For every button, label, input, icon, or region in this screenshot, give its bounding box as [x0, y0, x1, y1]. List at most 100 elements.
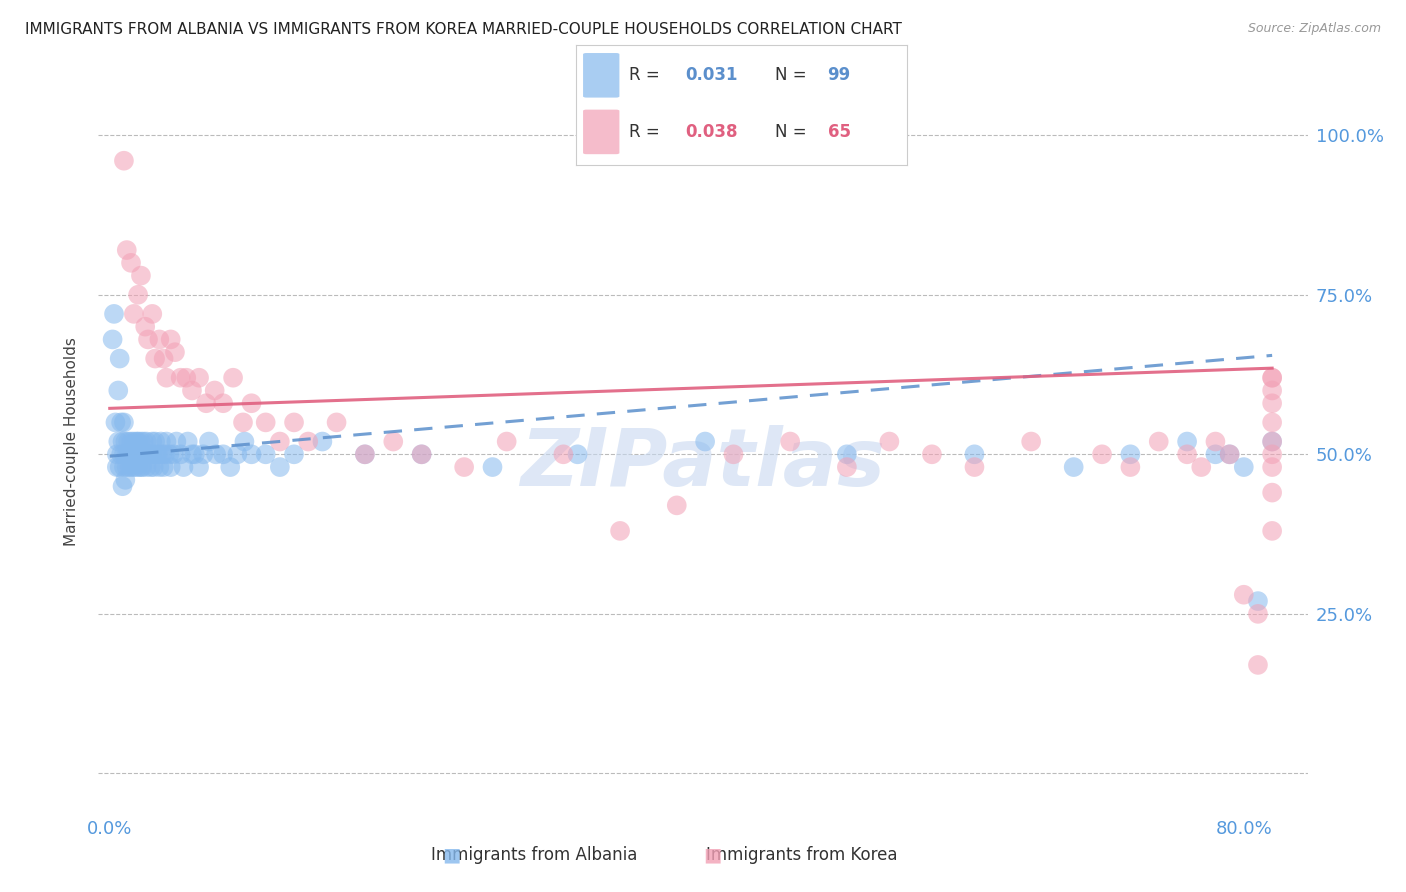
Point	[125, 434, 148, 449]
Text: 0.038: 0.038	[686, 123, 738, 141]
Point	[150, 447, 173, 461]
Point	[169, 447, 191, 461]
Point	[132, 434, 155, 449]
Point	[1063, 460, 1085, 475]
Point	[105, 447, 128, 461]
Point	[128, 447, 150, 461]
Point	[354, 447, 377, 461]
Point	[110, 447, 132, 461]
Point	[254, 416, 277, 430]
Point	[269, 460, 291, 475]
Point	[835, 460, 858, 475]
Point	[212, 396, 235, 410]
Point	[1247, 657, 1270, 672]
Point	[240, 447, 263, 461]
Point	[115, 243, 138, 257]
Point	[134, 447, 156, 461]
Point	[1219, 447, 1241, 461]
Text: Source: ZipAtlas.com: Source: ZipAtlas.com	[1247, 22, 1381, 36]
Point	[143, 351, 166, 366]
Point	[145, 447, 167, 461]
Point	[111, 434, 134, 449]
Point	[120, 434, 142, 449]
Point	[105, 460, 128, 475]
Point	[411, 447, 433, 461]
Point	[103, 307, 125, 321]
Point	[124, 460, 146, 475]
Point	[188, 370, 211, 384]
Point	[108, 351, 131, 366]
Point	[110, 416, 132, 430]
Point	[131, 460, 153, 475]
Point	[101, 333, 124, 347]
Point	[1261, 447, 1284, 461]
Point	[1261, 370, 1284, 384]
Point	[136, 333, 159, 347]
Point	[177, 434, 200, 449]
Point	[1261, 416, 1284, 430]
Point	[1261, 384, 1284, 398]
Point	[1175, 447, 1198, 461]
Point	[120, 256, 142, 270]
Point	[148, 333, 170, 347]
Point	[204, 384, 226, 398]
Point	[1233, 588, 1256, 602]
Point	[193, 447, 215, 461]
Point	[1204, 434, 1226, 449]
Point	[879, 434, 901, 449]
Point	[112, 447, 135, 461]
Point	[835, 447, 858, 461]
Point	[219, 460, 242, 475]
Text: R =: R =	[630, 66, 665, 85]
Text: N =: N =	[775, 66, 811, 85]
Point	[1247, 607, 1270, 621]
Point	[152, 460, 174, 475]
Point	[120, 447, 142, 461]
Point	[1204, 447, 1226, 461]
Point	[108, 460, 131, 475]
Point	[198, 434, 221, 449]
Point	[148, 460, 170, 475]
Point	[1175, 434, 1198, 449]
Point	[141, 434, 163, 449]
Point	[107, 384, 129, 398]
Point	[142, 460, 165, 475]
Point	[131, 447, 153, 461]
Point	[117, 447, 139, 461]
Point	[115, 460, 138, 475]
Point	[127, 434, 149, 449]
Point	[122, 307, 145, 321]
Point	[212, 447, 235, 461]
FancyBboxPatch shape	[583, 53, 620, 97]
Point	[134, 319, 156, 334]
Point	[143, 434, 166, 449]
Point	[232, 416, 254, 430]
Text: Immigrants from Albania: Immigrants from Albania	[432, 846, 637, 863]
Point	[779, 434, 801, 449]
Point	[157, 447, 180, 461]
Point	[135, 434, 157, 449]
Point	[1189, 460, 1212, 475]
Point	[382, 434, 405, 449]
Point	[481, 460, 503, 475]
Point	[176, 370, 198, 384]
Point	[269, 434, 291, 449]
Point	[254, 447, 277, 461]
Point	[1119, 447, 1142, 461]
Point	[124, 447, 146, 461]
Point	[283, 447, 305, 461]
Point	[121, 460, 143, 475]
Point	[354, 447, 377, 461]
Point	[114, 473, 136, 487]
Point	[112, 416, 135, 430]
Point	[162, 447, 184, 461]
Text: 99: 99	[828, 66, 851, 85]
Point	[181, 447, 204, 461]
Point	[152, 351, 174, 366]
Point	[184, 447, 207, 461]
Point	[118, 460, 141, 475]
Point	[138, 447, 160, 461]
Point	[1261, 370, 1284, 384]
Point	[141, 307, 163, 321]
Point	[1261, 460, 1284, 475]
